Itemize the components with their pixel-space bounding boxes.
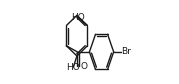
Text: Br: Br bbox=[121, 47, 131, 56]
Text: O: O bbox=[80, 62, 87, 71]
Text: HO: HO bbox=[66, 63, 80, 72]
Text: HO: HO bbox=[71, 13, 85, 22]
